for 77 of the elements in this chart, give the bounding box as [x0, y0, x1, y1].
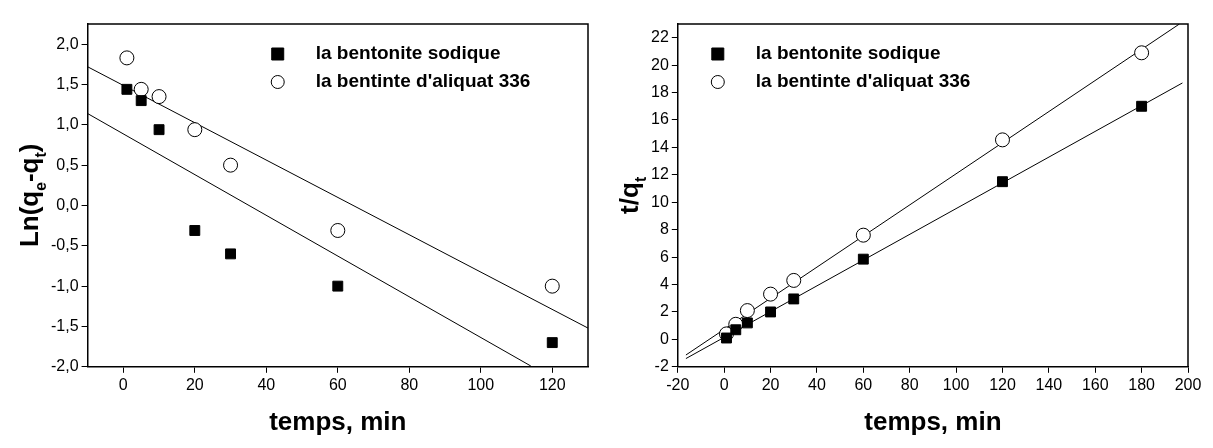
point: [546, 337, 558, 349]
y-tick-label: 6: [659, 247, 669, 265]
point: [187, 122, 203, 138]
y-axis-title: Ln(qe-qt): [14, 143, 49, 248]
y-tick-label: 16: [651, 110, 669, 128]
y-tick-label: -2,0: [50, 357, 79, 375]
x-tick-label: 80: [400, 375, 419, 393]
x-tick-label: 200: [1174, 375, 1202, 393]
y-tick-label: 12: [651, 165, 669, 183]
point: [788, 293, 800, 305]
x-tick-label: 120: [989, 375, 1016, 393]
y-tick-label: 0,5: [56, 155, 79, 173]
point: [225, 248, 236, 260]
x-axis-title: temps, min: [269, 406, 407, 436]
point: [741, 317, 753, 329]
y-tick-label: 20: [651, 55, 669, 73]
point: [135, 95, 147, 107]
legend-label: la bentonite sodique: [315, 42, 501, 64]
legend-label: la bentinte d'aliquat 336: [315, 70, 531, 92]
legend-label: la bentonite sodique: [755, 42, 941, 64]
x-tick-label: 160: [1081, 375, 1109, 393]
y-axis-title: t/qt: [614, 176, 649, 214]
point: [997, 176, 1008, 188]
y-tick-label: 18: [651, 82, 669, 100]
x-tick-label: 0: [118, 375, 128, 393]
point: [763, 286, 779, 302]
point: [330, 222, 346, 238]
point: [121, 83, 133, 95]
point: [739, 303, 755, 319]
x-tick-label: 20: [185, 375, 204, 393]
point: [857, 253, 869, 265]
x-tick-label: 60: [328, 375, 347, 393]
point: [133, 81, 149, 97]
point: [1134, 45, 1150, 61]
point: [721, 332, 732, 344]
y-tick-label: 0,0: [56, 195, 79, 213]
x-tick-label: 40: [808, 375, 826, 393]
point: [223, 157, 239, 173]
x-tick-label: 140: [1035, 375, 1063, 393]
x-tick-label: 60: [854, 375, 873, 393]
y-tick-label: -1,0: [50, 276, 79, 294]
y-tick-label: 8: [659, 220, 669, 238]
point: [119, 50, 135, 66]
y-tick-label: -1,5: [50, 316, 79, 334]
y-tick-label: 0: [659, 329, 669, 347]
x-tick-label: 20: [761, 375, 780, 393]
point: [332, 280, 344, 292]
point: [1136, 100, 1148, 112]
y-tick-label: 2: [659, 302, 669, 320]
y-tick-label: -2: [654, 357, 669, 375]
x-tick-label: 100: [942, 375, 970, 393]
point: [151, 89, 167, 105]
y-tick-label: 22: [651, 28, 669, 46]
x-tick-label: 100: [467, 375, 495, 393]
x-axis-title: temps, min: [864, 406, 1002, 436]
point: [730, 324, 742, 336]
point: [786, 272, 802, 288]
y-tick-label: 2,0: [56, 34, 79, 52]
y-tick-label: 4: [659, 274, 669, 292]
x-tick-label: 40: [257, 375, 276, 393]
point: [765, 306, 777, 318]
point: [189, 225, 201, 236]
y-tick-label: 14: [651, 137, 669, 155]
point: [994, 132, 1010, 148]
y-tick-label: 1,5: [56, 74, 79, 92]
y-tick-label: 10: [651, 192, 669, 210]
y-tick-label: -0,5: [50, 236, 79, 254]
legend-label: la bentinte d'aliquat 336: [755, 70, 971, 92]
point: [153, 124, 165, 136]
point: [544, 278, 560, 294]
x-tick-label: 120: [538, 375, 566, 393]
y-tick-label: 1,0: [56, 115, 79, 133]
point: [855, 227, 871, 243]
x-tick-label: -20: [666, 375, 690, 393]
x-tick-label: 80: [900, 375, 919, 393]
x-tick-label: 0: [719, 375, 729, 393]
x-tick-label: 180: [1128, 375, 1156, 393]
